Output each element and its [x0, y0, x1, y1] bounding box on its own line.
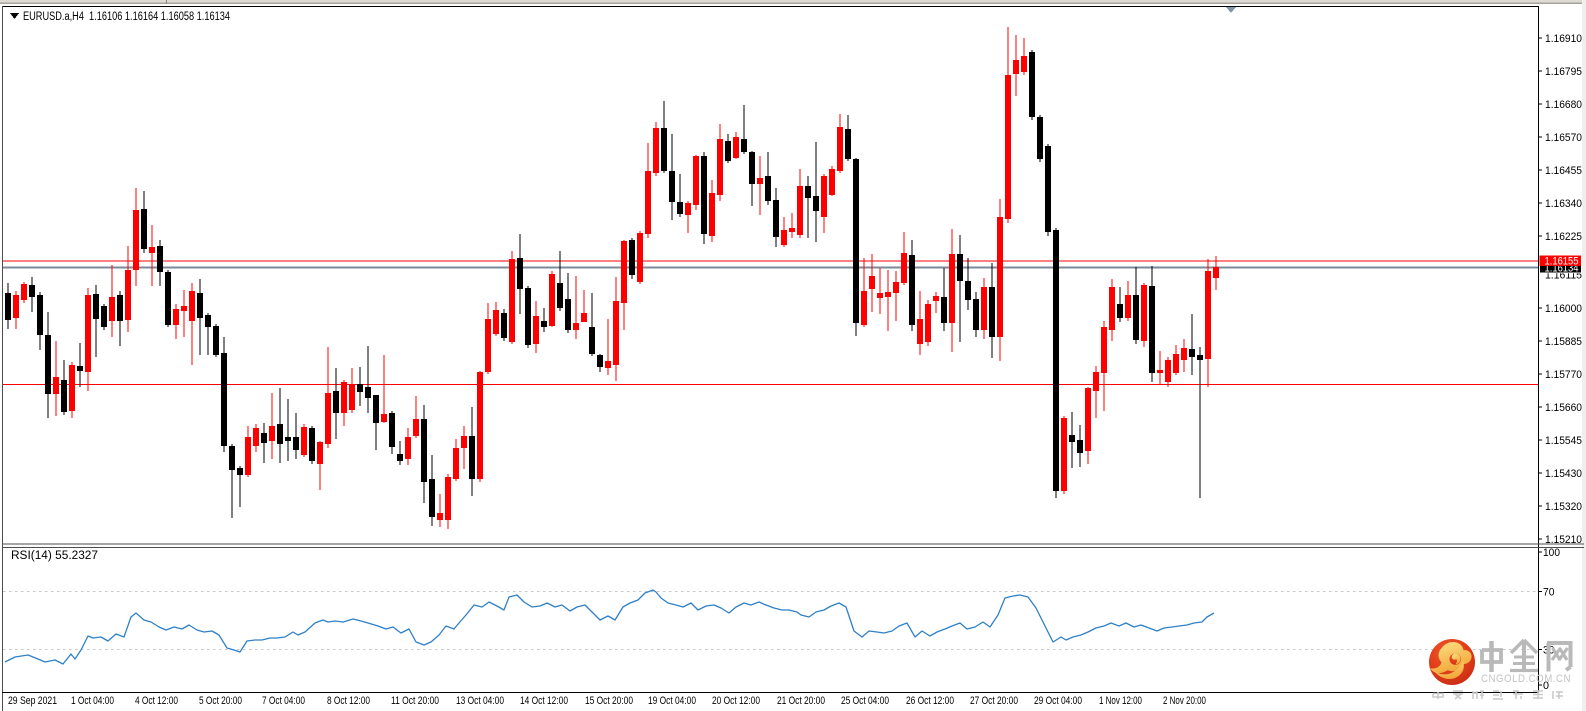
svg-text:0: 0: [1543, 680, 1549, 692]
svg-text:21 Oct 20:00: 21 Oct 20:00: [777, 695, 825, 707]
svg-text:15 Oct 20:00: 15 Oct 20:00: [585, 695, 633, 707]
svg-text:1.16225: 1.16225: [1545, 231, 1582, 243]
svg-text:1.16570: 1.16570: [1545, 132, 1582, 144]
svg-text:1 Nov 12:00: 1 Nov 12:00: [1099, 695, 1142, 707]
svg-text:70: 70: [1543, 587, 1555, 599]
svg-text:1.15885: 1.15885: [1545, 336, 1582, 348]
svg-text:1.15320: 1.15320: [1545, 501, 1582, 513]
svg-text:1.16680: 1.16680: [1545, 99, 1582, 111]
svg-text:1.15430: 1.15430: [1545, 468, 1582, 480]
svg-text:1.16340: 1.16340: [1545, 198, 1582, 210]
svg-text:EURUSD.a,H4 1.16106 1.16164 1: EURUSD.a,H4 1.16106 1.16164 1.16058 1.16…: [23, 11, 230, 23]
svg-text:26 Oct 12:00: 26 Oct 12:00: [906, 695, 954, 707]
svg-text:1.15660: 1.15660: [1545, 402, 1582, 414]
svg-text:1.15210: 1.15210: [1545, 534, 1582, 546]
svg-text:4 Oct 12:00: 4 Oct 12:00: [135, 695, 178, 707]
svg-text:CNGOLD.COM.CN: CNGOLD.COM.CN: [1481, 673, 1571, 685]
svg-text:1.16155: 1.16155: [1545, 256, 1579, 268]
svg-text:100: 100: [1543, 547, 1560, 559]
svg-text:25 Oct 04:00: 25 Oct 04:00: [841, 695, 889, 707]
svg-text:7 Oct 04:00: 7 Oct 04:00: [262, 695, 305, 707]
svg-text:8 Oct 12:00: 8 Oct 12:00: [327, 695, 370, 707]
svg-text:1.16455: 1.16455: [1545, 165, 1582, 177]
svg-text:13 Oct 04:00: 13 Oct 04:00: [456, 695, 504, 707]
svg-text:20 Oct 12:00: 20 Oct 12:00: [712, 695, 760, 707]
svg-text:1 Oct 04:00: 1 Oct 04:00: [71, 695, 114, 707]
svg-text:1.15770: 1.15770: [1545, 369, 1582, 381]
svg-text:11 Oct 20:00: 11 Oct 20:00: [391, 695, 439, 707]
svg-text:1.15545: 1.15545: [1545, 435, 1582, 447]
svg-text:2 Nov 20:00: 2 Nov 20:00: [1163, 695, 1206, 707]
svg-text:14 Oct 12:00: 14 Oct 12:00: [520, 695, 568, 707]
svg-text:1.16910: 1.16910: [1545, 33, 1582, 45]
svg-text:1.16795: 1.16795: [1545, 66, 1582, 78]
svg-text:19 Oct 04:00: 19 Oct 04:00: [648, 695, 696, 707]
svg-text:1.16115: 1.16115: [1545, 270, 1582, 282]
svg-text:29 Sep 2021: 29 Sep 2021: [8, 695, 57, 707]
svg-text:1.16000: 1.16000: [1545, 303, 1582, 315]
svg-text:29 Oct 04:00: 29 Oct 04:00: [1034, 695, 1082, 707]
svg-text:5 Oct 20:00: 5 Oct 20:00: [199, 695, 242, 707]
svg-text:RSI(14) 55.2327: RSI(14) 55.2327: [11, 550, 98, 562]
svg-text:27 Oct 20:00: 27 Oct 20:00: [970, 695, 1018, 707]
